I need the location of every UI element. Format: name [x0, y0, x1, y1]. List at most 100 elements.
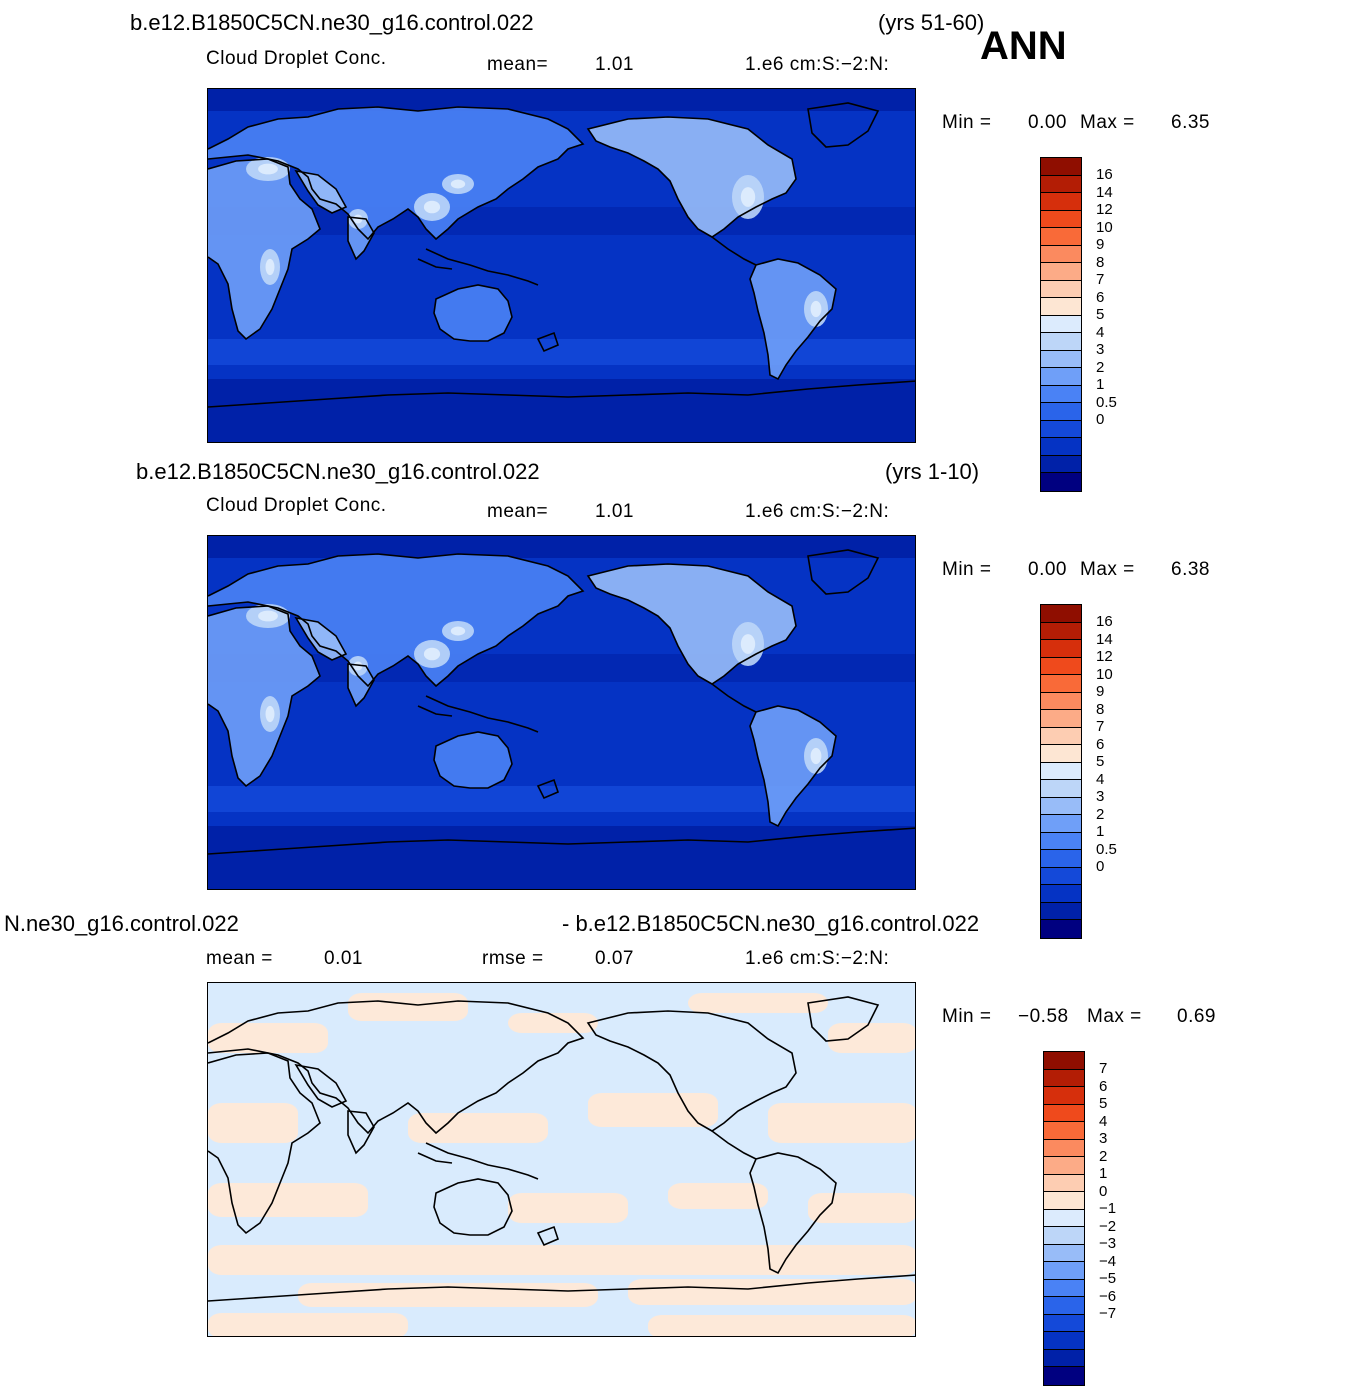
panel1-units: 1.e6 cm:S:−2:N: — [745, 54, 890, 75]
colorbar-tick-label: −1 — [1099, 1200, 1117, 1217]
coastline — [807, 102, 880, 148]
colorbar-tick-label: 9 — [1096, 236, 1105, 253]
colorbar-swatch — [1041, 885, 1081, 903]
colorbar-swatch — [1041, 368, 1081, 386]
colorbar-swatch — [1044, 1332, 1084, 1350]
coastline — [749, 1152, 837, 1275]
panel2-max-label: Max = — [1080, 559, 1135, 580]
colorbar-swatch — [1041, 385, 1081, 403]
colorbar-swatch — [1041, 403, 1081, 421]
panel3-units: 1.e6 cm:S:−2:N: — [745, 948, 890, 969]
colorbar-tick-label: 0.5 — [1096, 393, 1117, 411]
panel3-map — [207, 982, 916, 1337]
coastline — [711, 1130, 757, 1160]
colorbar-swatch — [1041, 420, 1081, 438]
colorbar-tick-label: 14 — [1096, 183, 1113, 201]
season-label: ANN — [980, 24, 1067, 68]
colorbar-tick-label: −6 — [1099, 1287, 1117, 1305]
panel3-rmse-label: rmse = — [482, 948, 544, 969]
colorbar-swatch — [1041, 605, 1081, 623]
colorbar-tick-label: 6 — [1096, 288, 1105, 306]
colorbar-swatch — [1041, 473, 1081, 491]
colorbar-swatch — [1044, 1122, 1084, 1140]
coastline — [294, 1063, 348, 1108]
colorbar-tick-label: 6 — [1099, 1077, 1108, 1095]
colorbar-swatch — [1041, 438, 1081, 456]
colorbar-tick-label: −5 — [1099, 1270, 1117, 1287]
colorbar-tick-label: 2 — [1099, 1147, 1108, 1165]
colorbar-swatch — [1041, 210, 1081, 228]
colorbar-tick-label: 6 — [1096, 735, 1105, 753]
panel2-case-title: b.e12.B1850C5CN.ne30_g16.control.022 — [136, 459, 540, 484]
coastline — [425, 1142, 539, 1180]
panel2-max-value: 6.38 — [1171, 559, 1210, 580]
colorbar-swatch — [1044, 1174, 1084, 1192]
colorbar-tick-label: 7 — [1096, 271, 1105, 288]
panel1-years: (yrs 51-60) — [878, 10, 985, 35]
coastline — [586, 116, 797, 238]
panel2-years: (yrs 1-10) — [885, 459, 980, 484]
coastline — [294, 616, 348, 661]
colorbar-swatch — [1044, 1314, 1084, 1332]
panel3-case-title-left: N.ne30_g16.control.022 — [4, 911, 239, 936]
colorbar-tick-label: 7 — [1096, 718, 1105, 735]
panel3-max-value: 0.69 — [1177, 1006, 1216, 1027]
colorbar-swatch — [1041, 745, 1081, 763]
coastline — [749, 705, 837, 828]
coastline — [536, 778, 559, 800]
coastline — [208, 1274, 915, 1302]
panel2-units: 1.e6 cm:S:−2:N: — [745, 501, 890, 522]
colorbar-swatch — [1041, 902, 1081, 920]
coastline — [208, 1000, 585, 1135]
colorbar-swatch — [1041, 315, 1081, 333]
colorbar-tick-label: 0.5 — [1096, 840, 1117, 858]
colorbar-swatch — [1041, 333, 1081, 351]
colorbar-tick-label: 9 — [1096, 683, 1105, 700]
colorbar-swatch — [1041, 850, 1081, 868]
panel1-variable: Cloud Droplet Conc. — [206, 48, 387, 69]
colorbar-swatch — [1041, 622, 1081, 640]
colorbar-tick-label: 2 — [1096, 358, 1105, 376]
colorbar-swatch — [1044, 1244, 1084, 1262]
colorbar-swatch — [1044, 1227, 1084, 1245]
coastline — [294, 169, 348, 214]
colorbar-tick-label: 0 — [1099, 1182, 1108, 1200]
colorbar-tick-label: −4 — [1099, 1252, 1117, 1270]
colorbar-swatch — [1044, 1087, 1084, 1105]
coastline — [208, 1052, 321, 1235]
coastline — [711, 236, 757, 266]
colorbar-tick-label: 16 — [1096, 613, 1113, 630]
colorbar-swatch — [1041, 245, 1081, 263]
coastline — [208, 106, 585, 241]
colorbar-tick-label: −7 — [1099, 1305, 1117, 1322]
coastline — [425, 695, 539, 733]
colorbar-swatch — [1044, 1192, 1084, 1210]
colorbar-tick-label: −2 — [1099, 1217, 1117, 1235]
coastline — [208, 605, 321, 788]
panel2-map — [207, 535, 916, 890]
colorbar-swatch — [1044, 1279, 1084, 1297]
colorbar-swatch — [1041, 298, 1081, 316]
panel1-max-value: 6.35 — [1171, 112, 1210, 133]
colorbar-tick-label: 8 — [1096, 253, 1105, 271]
colorbar-swatch — [1041, 657, 1081, 675]
colorbar-swatch — [1041, 455, 1081, 473]
panel1-case-title: b.e12.B1850C5CN.ne30_g16.control.022 — [130, 10, 534, 35]
colorbar-swatch — [1044, 1139, 1084, 1157]
coastline — [347, 663, 375, 708]
panel1-mean-value: 1.01 — [595, 54, 634, 75]
colorbar-swatch — [1041, 175, 1081, 193]
colorbar-swatch — [1044, 1069, 1084, 1087]
panel3-max-label: Max = — [1087, 1006, 1142, 1027]
colorbar-swatch — [1044, 1209, 1084, 1227]
colorbar-swatch — [1041, 263, 1081, 281]
coastline — [749, 258, 837, 381]
colorbar-tick-label: 16 — [1096, 166, 1113, 183]
coastline — [807, 996, 880, 1042]
colorbar-tick-label: 4 — [1099, 1112, 1108, 1130]
panel3-mean-value: 0.01 — [324, 948, 363, 969]
colorbar-tick-label: 12 — [1096, 648, 1113, 665]
panel3-mean-label: mean = — [206, 948, 273, 969]
colorbar-tick-label: 5 — [1096, 753, 1105, 770]
coastline — [433, 284, 513, 342]
